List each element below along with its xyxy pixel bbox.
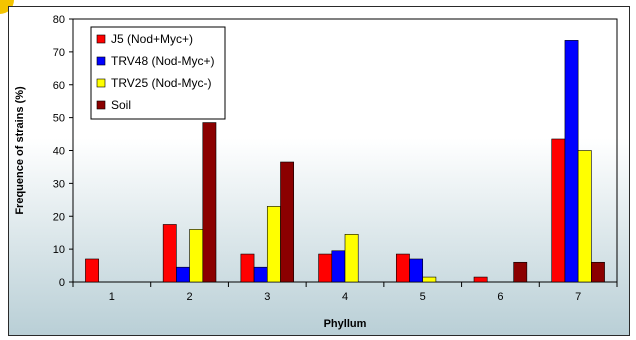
legend-label: TRV48 (Nod-Myc+)	[111, 54, 214, 68]
x-tick-label: 1	[109, 291, 115, 303]
bar	[189, 229, 204, 283]
bar	[266, 206, 281, 283]
bar	[162, 224, 177, 283]
bar-chart: 0 10 20 30 40 50 60 70 80 1 2 3 4 5 6 7 Phyllum Freque…	[14, 14, 618, 330]
legend: J5 (Nod+Myc+) TRV48 (Nod-Myc+) TRV25 (Nod-…	[90, 26, 226, 120]
x-tick-label: 5	[420, 291, 426, 303]
legend-label: Soil	[111, 98, 131, 112]
legend-swatch	[96, 34, 106, 44]
x-tick-label: 2	[187, 291, 193, 303]
y-tick-label: 60	[53, 80, 65, 92]
x-tick-label: 4	[342, 291, 348, 303]
bar	[422, 276, 437, 283]
bar	[577, 150, 592, 283]
legend-label: TRV25 (Nod-Myc-)	[111, 76, 211, 90]
x-axis: 1 2 3 4 5 6 7	[72, 282, 618, 303]
y-tick-label: 80	[53, 14, 65, 26]
bar	[409, 258, 424, 283]
x-axis-title: Phyllum	[324, 318, 367, 330]
y-tick-label: 50	[53, 113, 65, 125]
x-tick-label: 6	[497, 291, 503, 303]
y-tick-label: 10	[53, 244, 65, 256]
bar	[344, 234, 359, 283]
bar	[280, 161, 295, 283]
bar	[564, 40, 579, 283]
bar	[85, 258, 99, 283]
bar	[331, 250, 346, 283]
x-tick-label: 7	[575, 291, 581, 303]
bar	[513, 261, 528, 283]
legend-swatch	[96, 56, 106, 66]
y-tick-label: 0	[59, 277, 65, 289]
y-axis-title: Frequence of strains (%)	[14, 86, 26, 215]
y-tick-label: 20	[53, 211, 65, 223]
bar	[473, 276, 488, 283]
y-tick-label: 30	[53, 178, 65, 190]
x-tick-label: 3	[264, 291, 270, 303]
y-axis: 0 10 20 30 40 50 60 70 80	[53, 14, 73, 289]
legend-swatch	[96, 78, 106, 88]
bar	[591, 261, 605, 283]
legend-swatch	[96, 100, 106, 110]
bar	[551, 138, 566, 283]
y-tick-label: 70	[53, 47, 65, 59]
bar	[176, 266, 190, 283]
y-tick-label: 40	[53, 146, 65, 158]
bar	[240, 253, 255, 283]
bar	[395, 253, 410, 283]
legend-label: J5 (Nod+Myc+)	[111, 32, 193, 46]
bars-group	[85, 40, 605, 283]
bar	[253, 266, 268, 283]
legend-box	[90, 26, 226, 120]
bar	[318, 253, 333, 283]
chart-container: 0 10 20 30 40 50 60 70 80 1 2 3 4 5 6 7 Phyllum Freque…	[8, 6, 630, 336]
bar	[202, 122, 217, 283]
